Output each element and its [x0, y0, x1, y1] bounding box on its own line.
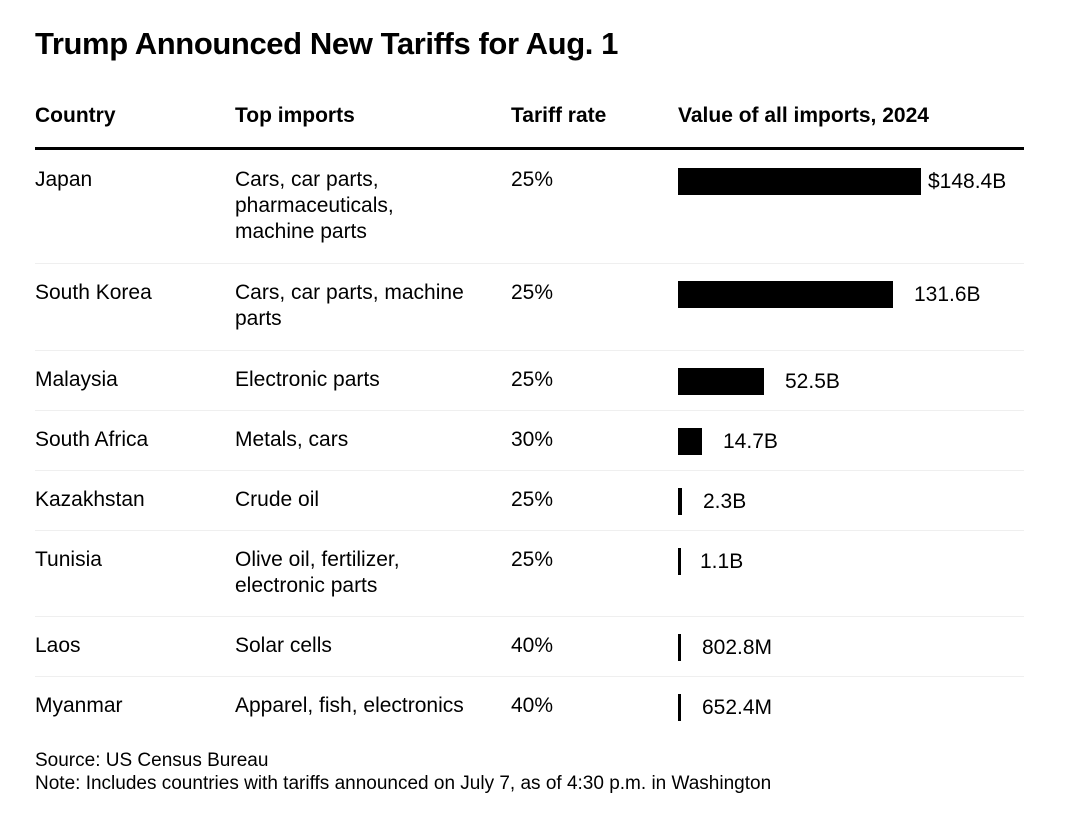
value-bar [678, 634, 681, 661]
value-label: 2.3B [703, 490, 747, 513]
value-bar [678, 694, 681, 721]
cell-tariff-rate: 25% [511, 368, 554, 391]
value-bar [678, 548, 681, 575]
chart-title: Trump Announced New Tariffs for Aug. 1 [35, 26, 619, 61]
cell-country: South Africa [35, 428, 149, 451]
row-separator [35, 470, 1024, 471]
header-rule [35, 147, 1024, 150]
cell-tariff-rate: 25% [511, 488, 554, 511]
value-bar [678, 281, 893, 308]
header-tariff-rate: Tariff rate [511, 104, 607, 127]
cell-tariff-rate: 25% [511, 168, 554, 191]
row-separator [35, 676, 1024, 677]
cell-top-imports: Cars, car parts, machine [235, 281, 464, 304]
value-bar [678, 168, 921, 195]
row-separator [35, 263, 1024, 264]
value-bar [678, 488, 682, 515]
cell-tariff-rate: 40% [511, 694, 554, 717]
cell-tariff-rate: 25% [511, 281, 554, 304]
cell-tariff-rate: 40% [511, 634, 554, 657]
cell-top-imports: parts [235, 307, 282, 330]
cell-top-imports: Crude oil [235, 488, 320, 511]
cell-tariff-rate: 30% [511, 428, 554, 451]
value-label: 52.5B [785, 370, 840, 393]
cell-country: South Korea [35, 281, 152, 304]
footer-source: Source: US Census Bureau [35, 750, 269, 771]
cell-top-imports: machine parts [235, 220, 367, 243]
cell-top-imports: Cars, car parts, [235, 168, 379, 191]
cell-tariff-rate: 25% [511, 548, 554, 571]
value-label: 1.1B [700, 550, 744, 573]
cell-top-imports: Electronic parts [235, 368, 380, 391]
header-country: Country [35, 104, 116, 127]
cell-top-imports: pharmaceuticals, [235, 194, 394, 217]
row-separator [35, 616, 1024, 617]
cell-top-imports: Olive oil, fertilizer, [235, 548, 400, 571]
value-label: $148.4B [928, 170, 1007, 193]
cell-top-imports: Solar cells [235, 634, 332, 657]
cell-country: Laos [35, 634, 81, 657]
value-bar [678, 368, 764, 395]
value-bar [678, 428, 702, 455]
cell-country: Malaysia [35, 368, 118, 391]
cell-country: Japan [35, 168, 93, 191]
row-separator [35, 350, 1024, 351]
cell-top-imports: Apparel, fish, electronics [235, 694, 464, 717]
cell-top-imports: Metals, cars [235, 428, 349, 451]
row-separator [35, 530, 1024, 531]
cell-top-imports: electronic parts [235, 574, 378, 597]
header-value-of-imports: Value of all imports, 2024 [678, 104, 929, 127]
value-label: 131.6B [914, 283, 981, 306]
cell-country: Tunisia [35, 548, 102, 571]
cell-country: Kazakhstan [35, 488, 145, 511]
footer-note: Note: Includes countries with tariffs an… [35, 773, 772, 794]
value-label: 652.4M [702, 696, 773, 719]
header-top-imports: Top imports [235, 104, 355, 127]
row-separator [35, 410, 1024, 411]
cell-country: Myanmar [35, 694, 123, 717]
value-label: 802.8M [702, 636, 773, 659]
value-label: 14.7B [723, 430, 778, 453]
